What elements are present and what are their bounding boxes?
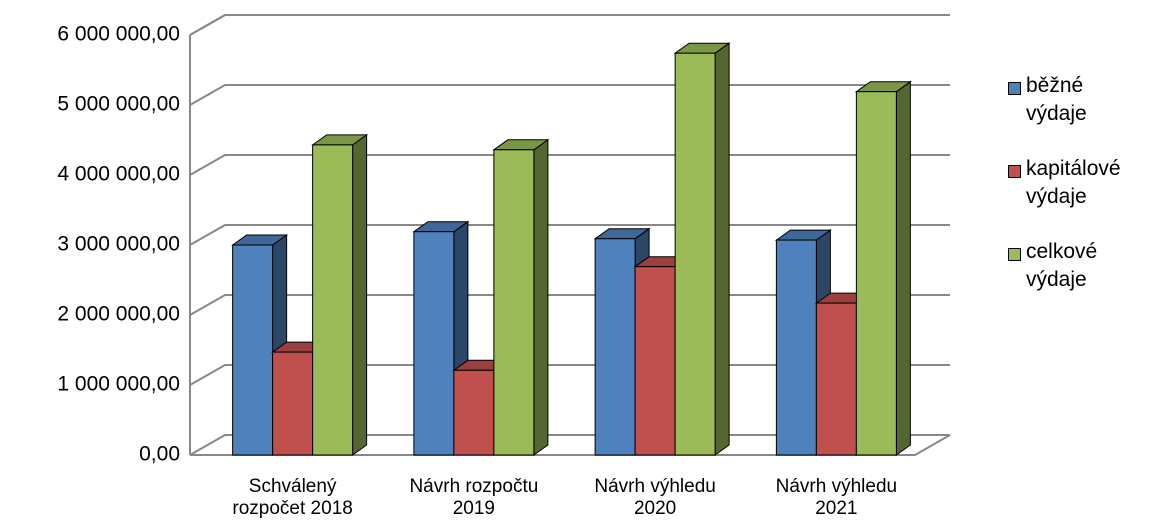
bar (312, 144, 354, 456)
bar (413, 231, 455, 456)
grid-line (189, 84, 950, 106)
bar (674, 52, 716, 456)
bar-side (895, 80, 911, 456)
bar (453, 369, 495, 456)
bar (855, 91, 897, 456)
bar (815, 302, 857, 456)
bar (272, 351, 314, 456)
legend-label: celkové výdaje (1026, 240, 1098, 291)
y-tick-label: 2 000 000,00 (57, 303, 180, 326)
legend-swatch (1008, 248, 1021, 261)
x-tick-label: Schválený rozpočet 2018 (232, 476, 353, 519)
y-tick-label: 4 000 000,00 (57, 163, 180, 186)
y-tick-label: 6 000 000,00 (57, 23, 180, 46)
y-tick-label: 5 000 000,00 (57, 93, 180, 116)
x-tick-label: Návrh výhledu 2020 (594, 476, 716, 519)
y-tick-label: 3 000 000,00 (57, 233, 180, 256)
x-tick-label: Návrh výhledu 2021 (775, 476, 898, 519)
legend-label: kapitálové výdaje (1026, 157, 1121, 208)
bar (594, 238, 636, 456)
legend-swatch (1008, 82, 1021, 95)
bar (634, 266, 676, 456)
legend-label: běžné výdaje (1026, 74, 1087, 125)
bar (775, 239, 817, 456)
bar (232, 244, 274, 456)
bar-side (352, 133, 368, 456)
grid-line (189, 224, 950, 246)
y-tick-label: 1 000 000,00 (57, 373, 180, 396)
bar (493, 149, 535, 456)
bar-side (533, 138, 549, 456)
legend-swatch (1008, 165, 1021, 178)
bar-side (714, 42, 730, 456)
x-tick-label: Návrh rozpočtu 2019 (409, 476, 539, 519)
grid-line (189, 154, 950, 176)
grid-line (189, 14, 950, 36)
y-tick-label: 0,00 (139, 443, 180, 466)
